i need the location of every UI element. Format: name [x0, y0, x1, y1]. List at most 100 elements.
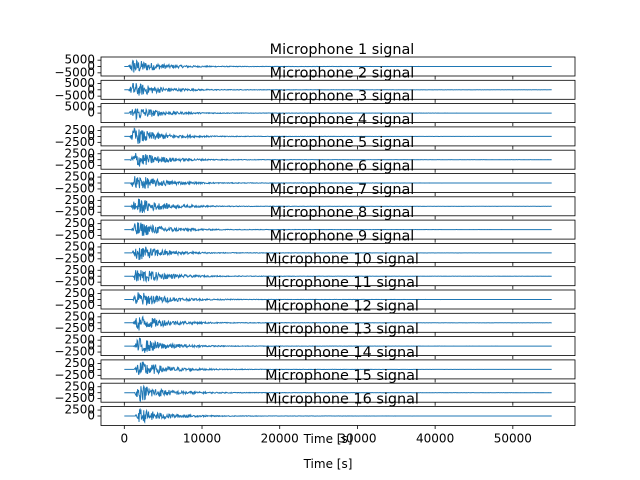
- y-tick-label-6: −2500: [54, 181, 95, 195]
- y-tick-label-2: 5000: [64, 76, 95, 90]
- signal-line-15: [124, 384, 552, 402]
- y-tick-label-12: 0: [87, 315, 95, 329]
- y-tick-label-10: −2500: [54, 275, 95, 289]
- subplot-title-12: Microphone 12 signal: [265, 298, 419, 314]
- y-tick-label-16: 0: [87, 409, 95, 423]
- y-tick-label-13: 2500: [64, 333, 95, 347]
- y-tick-label-2: −5000: [54, 89, 95, 103]
- subplot-title-7: Microphone 7 signal: [270, 182, 415, 198]
- subplot-title-9: Microphone 9 signal: [270, 228, 415, 244]
- y-tick-label-1: 0: [87, 59, 95, 73]
- y-tick-label-16: 2500: [64, 403, 95, 417]
- y-tick-label-2: 0: [87, 82, 95, 96]
- signal-line-7: [124, 198, 552, 214]
- subplot-title-15: Microphone 15 signal: [265, 368, 419, 384]
- x-tick-label: 50000: [494, 432, 532, 446]
- y-tick-label-3: 0: [87, 106, 95, 120]
- y-tick-label-8: 2500: [64, 216, 95, 230]
- subplot-title-14: Microphone 14 signal: [265, 345, 419, 361]
- x-tick-label: 0: [120, 432, 128, 446]
- y-tick-label-14: −2500: [54, 368, 95, 382]
- subplot-title-8: Microphone 8 signal: [270, 205, 415, 221]
- x-axis-label-inner: Time [s]: [303, 432, 353, 446]
- x-tick-label: 40000: [416, 432, 454, 446]
- y-tick-label-5: 0: [87, 152, 95, 166]
- y-tick-label-11: −2500: [54, 298, 95, 312]
- subplot-title-5: Microphone 5 signal: [270, 135, 415, 151]
- y-tick-label-14: 2500: [64, 356, 95, 370]
- y-tick-label-5: 2500: [64, 146, 95, 160]
- signal-line-3: [124, 107, 552, 122]
- signal-line-12: [124, 315, 552, 331]
- x-tick-label: 30000: [338, 432, 376, 446]
- subplot-title-16: Microphone 16 signal: [265, 392, 419, 408]
- subplot-title-6: Microphone 6 signal: [270, 159, 415, 175]
- y-tick-label-6: 2500: [64, 170, 95, 184]
- y-tick-label-14: 0: [87, 362, 95, 376]
- y-tick-label-8: −2500: [54, 228, 95, 242]
- signal-line-9: [124, 246, 552, 260]
- y-tick-label-1: −5000: [54, 65, 95, 79]
- signal-line-8: [124, 222, 552, 236]
- signal-line-6: [124, 176, 552, 189]
- x-tick-label: 10000: [183, 432, 221, 446]
- subplot-title-1: Microphone 1 signal: [270, 42, 415, 58]
- signal-line-16: [124, 407, 552, 424]
- y-tick-label-10: 2500: [64, 263, 95, 277]
- signal-line-2: [124, 82, 552, 96]
- subplot-stack: −500005000−50000500005000−250002500−2500…: [54, 53, 576, 429]
- y-tick-label-13: 0: [87, 339, 95, 353]
- y-tick-label-11: 2500: [64, 286, 95, 300]
- signal-line-13: [124, 337, 552, 353]
- signal-line-1: [124, 59, 552, 73]
- signal-line-4: [124, 127, 552, 144]
- y-tick-label-7: 0: [87, 199, 95, 213]
- y-tick-label-7: −2500: [54, 205, 95, 219]
- subplot-titles: Microphone 1 signal Microphone 2 signal Mi…: [265, 42, 419, 408]
- y-tick-label-15: 0: [87, 385, 95, 399]
- y-tick-label-9: 0: [87, 245, 95, 259]
- y-tick-label-5: −2500: [54, 158, 95, 172]
- y-tick-label-9: 2500: [64, 239, 95, 253]
- y-tick-label-4: −2500: [54, 135, 95, 149]
- subplot-title-13: Microphone 13 signal: [265, 322, 419, 338]
- x-axis: 0 10000 20000 30000 40000 50000 Time [s] Time […: [120, 432, 531, 472]
- y-tick-label-13: −2500: [54, 345, 95, 359]
- y-tick-label-15: −2500: [54, 391, 95, 405]
- y-tick-label-15: 2500: [64, 379, 95, 393]
- y-tick-label-3: 5000: [64, 99, 95, 113]
- signal-line-10: [124, 270, 552, 284]
- signal-line-5: [124, 152, 552, 167]
- subplot-title-10: Microphone 10 signal: [265, 252, 419, 268]
- subplot-title-11: Microphone 11 signal: [265, 275, 419, 291]
- y-tick-label-12: −2500: [54, 321, 95, 335]
- y-tick-label-10: 0: [87, 269, 95, 283]
- y-tick-label-12: 2500: [64, 309, 95, 323]
- y-tick-label-11: 0: [87, 292, 95, 306]
- x-axis-label: Time [s]: [303, 457, 353, 471]
- x-tick-label: 20000: [261, 432, 299, 446]
- signal-line-14: [124, 360, 552, 375]
- y-tick-label-4: 0: [87, 129, 95, 143]
- y-tick-label-6: 0: [87, 176, 95, 190]
- y-tick-label-4: 2500: [64, 123, 95, 137]
- y-tick-label-9: −2500: [54, 251, 95, 265]
- y-tick-label-8: 0: [87, 222, 95, 236]
